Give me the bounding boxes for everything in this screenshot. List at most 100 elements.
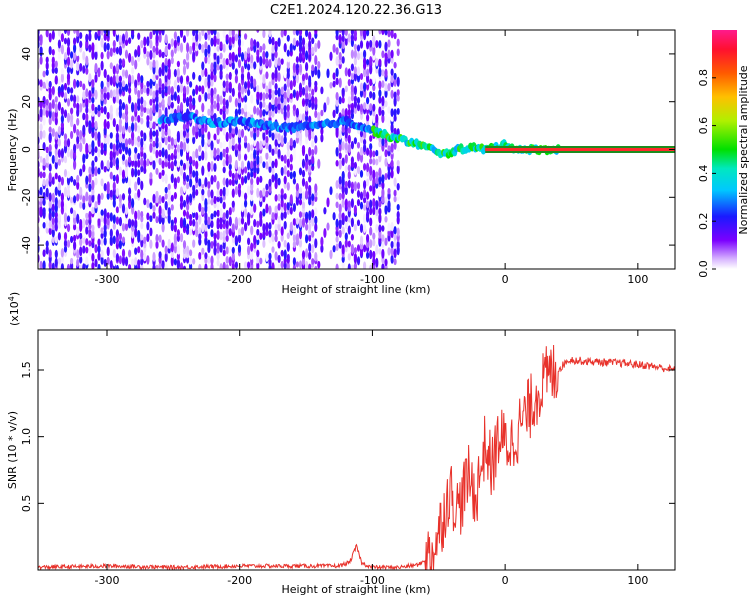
heatmap-cell — [356, 189, 361, 198]
heatmap-cell — [317, 60, 321, 70]
heatmap-cell — [363, 82, 367, 92]
heatmap-cell — [51, 111, 55, 122]
heatmap-cell — [167, 58, 171, 69]
heatmap-cell — [259, 232, 263, 240]
heatmap-cell — [274, 194, 278, 202]
heatmap-cell — [228, 228, 232, 237]
heatmap-cell — [45, 99, 49, 106]
heatmap-cell — [79, 102, 83, 113]
heatmap-cell — [295, 30, 299, 36]
heatmap-cell — [118, 232, 122, 241]
heatmap-cell — [247, 79, 251, 90]
heatmap-cell — [277, 203, 281, 211]
heatmap-cell — [393, 258, 397, 266]
heatmap-cell — [308, 31, 312, 41]
heatmap-cell — [250, 160, 254, 169]
heatmap-cell — [295, 217, 299, 225]
heatmap-cell — [134, 247, 138, 255]
heatmap-cell — [167, 238, 171, 250]
heatmap-cell — [60, 73, 64, 83]
heatmap-cell — [66, 112, 71, 123]
heatmap-cell — [94, 73, 98, 83]
heatmap-cell — [63, 109, 68, 118]
heatmap-cell — [182, 129, 187, 138]
heatmap-cell — [216, 147, 220, 155]
heatmap-cell — [225, 234, 229, 242]
heatmap-cell — [292, 37, 296, 46]
heatmap-cell — [369, 239, 373, 249]
heatmap-cell — [231, 34, 235, 45]
heatmap-cell — [94, 177, 98, 186]
heatmap-cell — [161, 160, 165, 169]
heatmap-cell — [366, 210, 370, 220]
heatmap-cell — [143, 52, 147, 59]
heatmap-cell — [128, 264, 132, 269]
heatmap-cell — [109, 171, 113, 180]
heatmap-cell — [118, 58, 122, 66]
heatmap-cell — [204, 32, 208, 41]
heatmap-cell — [265, 183, 269, 191]
heatmap-cell — [57, 182, 62, 191]
heatmap-cell — [363, 213, 367, 224]
heatmap-cell — [286, 201, 290, 211]
heatmap-cell — [103, 86, 107, 94]
heatmap-cell — [210, 37, 214, 47]
y-tick-label: -20 — [20, 188, 33, 206]
heatmap-cell — [216, 209, 220, 218]
heatmap-cell — [82, 218, 86, 229]
heatmap-cell — [152, 211, 156, 219]
heatmap-cell — [390, 143, 394, 153]
heatmap-cell — [314, 222, 318, 232]
heatmap-cell — [228, 179, 232, 186]
heatmap-cell — [39, 260, 43, 269]
heatmap-cell — [301, 256, 306, 266]
heatmap-cell — [228, 30, 232, 38]
heatmap-cell — [225, 73, 229, 81]
heatmap-cell — [115, 63, 119, 72]
heatmap-cell — [198, 43, 202, 50]
heatmap-cell — [76, 249, 80, 259]
heatmap-cell — [182, 162, 187, 171]
heatmap-cell — [381, 263, 385, 269]
heatmap-cell — [76, 174, 80, 183]
heatmap-cell — [100, 232, 104, 239]
heatmap-cell — [375, 57, 379, 67]
heatmap-cell — [213, 35, 217, 43]
heatmap-cell — [341, 40, 345, 50]
heatmap-cell — [158, 86, 162, 95]
heatmap-cell — [85, 142, 89, 152]
heatmap-cell — [338, 229, 342, 238]
heatmap-cell — [118, 45, 122, 54]
heatmap-cell — [366, 30, 370, 37]
heatmap-cell — [134, 79, 138, 89]
heatmap-cell — [250, 94, 254, 104]
heatmap-cell — [70, 87, 74, 94]
heatmap-cell — [134, 146, 138, 154]
heatmap-cell — [253, 39, 257, 47]
heatmap-cell — [311, 216, 315, 227]
heatmap-cell — [155, 46, 159, 56]
heatmap-cell — [234, 108, 238, 117]
heatmap-cell — [176, 44, 180, 52]
heatmap-cell — [295, 129, 299, 139]
heatmap-cell — [121, 255, 126, 266]
heatmap-cell — [128, 218, 132, 226]
heatmap-cell — [244, 135, 248, 143]
heatmap-cell — [335, 160, 339, 167]
heatmap-cell — [131, 258, 135, 267]
heatmap-cell — [100, 148, 104, 155]
heatmap-cell — [234, 54, 238, 63]
heatmap-cell — [222, 166, 226, 174]
heatmap-cell — [384, 196, 388, 206]
heatmap-cell — [292, 183, 296, 191]
heatmap-cell — [259, 155, 263, 164]
heatmap-cell — [85, 218, 89, 226]
heatmap-cell — [344, 67, 348, 77]
heatmap-cell — [344, 30, 348, 36]
heatmap-cell — [106, 256, 110, 265]
heatmap-cell — [45, 240, 49, 248]
heatmap-cell — [146, 164, 150, 173]
heatmap-cell — [335, 55, 339, 67]
heatmap-cell — [195, 228, 199, 238]
heatmap-cells — [38, 30, 675, 269]
